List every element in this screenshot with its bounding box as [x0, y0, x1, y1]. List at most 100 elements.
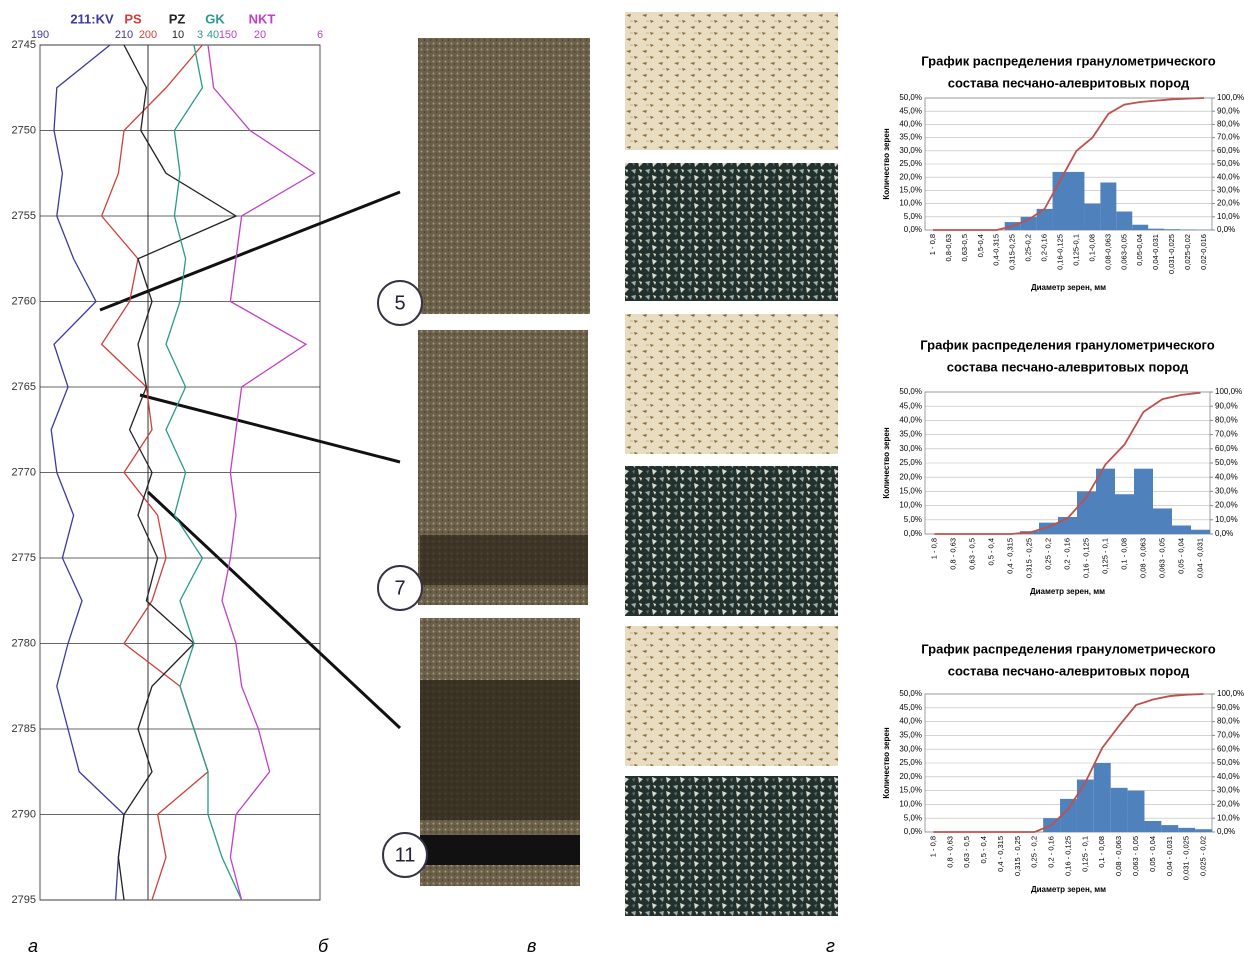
x-tick-label: 0,25-0,2 [1024, 234, 1033, 262]
y-tick-label: 2755 [12, 210, 36, 222]
x-tick-label: 0,4-0,315 [992, 234, 1001, 266]
x-tick-label: 0,025 - 0,02 [1199, 836, 1208, 876]
y-tick-label: 2795 [12, 894, 36, 906]
thin-section [625, 626, 838, 766]
y-tick-label: 0,0% [904, 529, 922, 538]
x-tick-label: 0,125 - 0,1 [1080, 836, 1089, 872]
x-tick-label: 0,031-0,025 [1167, 234, 1176, 274]
core-label: 5 [394, 292, 405, 314]
x-tick-label: 0,063 - 0,05 [1157, 538, 1166, 578]
y-tick-label: 10,0% [899, 199, 922, 208]
y-tick-label: 50,0% [899, 93, 922, 102]
bar [1094, 763, 1111, 832]
x-axis-label: Диаметр зерен, мм [1031, 283, 1106, 292]
y-tick-label: 20,0% [899, 772, 922, 781]
y-tick-label: 0,0% [904, 827, 922, 836]
y2-tick-label: 0,0% [1217, 827, 1235, 836]
x-axis-label: Диаметр зерен, мм [1030, 587, 1105, 596]
y-tick-label: 50,0% [899, 387, 922, 396]
y2-tick-label: 60,0% [1215, 444, 1238, 453]
y-tick-label: 2780 [12, 637, 36, 649]
thin-section [625, 466, 838, 616]
y-axis-label: Количество зерен [882, 427, 891, 499]
x-tick-label: 0,8 - 0,63 [948, 538, 957, 570]
thin-section [625, 12, 838, 150]
x-tick-label: 0,63-0,5 [960, 234, 969, 262]
curve-scale: 6 [317, 29, 323, 41]
x-tick-label: 0,1 - 0,08 [1097, 836, 1106, 868]
bar [1191, 530, 1210, 534]
x-tick-label: 0,08-0,063 [1103, 234, 1112, 270]
x-tick-label: 0,2 - 0,16 [1062, 538, 1071, 570]
x-tick-label: 0,4 - 0,315 [996, 836, 1005, 872]
connector [148, 492, 400, 728]
y-tick-label: 25,0% [899, 758, 922, 767]
core-layer [420, 680, 580, 820]
bar [1161, 825, 1178, 832]
y2-tick-label: 100,0% [1217, 93, 1244, 102]
bar [1172, 525, 1191, 534]
thin-section [625, 776, 838, 916]
bar [1144, 821, 1161, 832]
x-tick-label: 0,04-0,031 [1151, 234, 1160, 270]
curve-scale: 150 [219, 29, 237, 41]
y-tick-label: 2775 [12, 552, 36, 564]
thin-section [625, 314, 838, 454]
y-tick-label: 2770 [12, 466, 36, 478]
y-tick-label: 2790 [12, 808, 36, 820]
curve-name: GK [205, 11, 225, 26]
bar [1069, 172, 1085, 230]
y2-tick-label: 70,0% [1217, 731, 1240, 740]
y-tick-label: 20,0% [899, 472, 922, 481]
x-tick-label: 0,08 - 0,063 [1114, 836, 1123, 876]
x-tick-label: 0,315-0,25 [1008, 234, 1017, 270]
bar [1180, 229, 1196, 230]
y-tick-label: 40,0% [899, 717, 922, 726]
y2-tick-label: 60,0% [1217, 744, 1240, 753]
connector [100, 192, 400, 310]
y-tick-label: 10,0% [899, 501, 922, 510]
x-tick-label: 0,8-0,63 [944, 234, 953, 262]
bar [1128, 791, 1145, 832]
y-tick-label: 40,0% [899, 120, 922, 129]
x-tick-label: 0,4 - 0,315 [1005, 538, 1014, 574]
y2-tick-label: 90,0% [1217, 703, 1240, 712]
thin-section [625, 163, 838, 301]
curve-scale: 200 [139, 29, 157, 41]
y-tick-label: 45,0% [899, 703, 922, 712]
x-tick-label: 0,5-0,4 [976, 234, 985, 257]
y2-tick-label: 80,0% [1217, 120, 1240, 129]
y-tick-label: 35,0% [899, 731, 922, 740]
x-tick-label: 0,315 - 0,25 [1024, 538, 1033, 578]
panel-label: в [527, 936, 536, 956]
x-tick-label: 0,5 - 0,4 [986, 538, 995, 566]
figure: 5 7 11 а б в г 2745275027552760276527702… [0, 0, 1244, 963]
x-tick-label: 0,02-0,016 [1199, 234, 1208, 270]
x-tick-label: 0,025-0,02 [1183, 234, 1192, 270]
y-tick-label: 15,0% [899, 786, 922, 795]
y2-tick-label: 80,0% [1217, 717, 1240, 726]
y-tick-label: 5,0% [904, 212, 922, 221]
y-axis-label: Количество зерен [882, 128, 891, 200]
x-tick-label: 0,125 - 0,1 [1100, 538, 1109, 574]
x-tick-label: 0,1-0,08 [1087, 234, 1096, 262]
bar [1115, 494, 1134, 534]
y-tick-label: 20,0% [899, 172, 922, 181]
bar [1148, 229, 1164, 230]
x-tick-label: 0,08 - 0,063 [1138, 538, 1147, 578]
y2-tick-label: 40,0% [1217, 172, 1240, 181]
y-tick-label: 0,0% [904, 225, 922, 234]
x-tick-label: 1 - 0,8 [928, 836, 937, 857]
y-tick-label: 5,0% [904, 813, 922, 822]
bar [1132, 225, 1148, 230]
y2-tick-label: 20,0% [1217, 199, 1240, 208]
y2-tick-label: 30,0% [1217, 786, 1240, 795]
bar [1195, 829, 1212, 832]
y2-tick-label: 90,0% [1217, 106, 1240, 115]
y-tick-label: 10,0% [899, 800, 922, 809]
y-tick-label: 2785 [12, 723, 36, 735]
x-tick-label: 0,63 - 0,5 [967, 538, 976, 570]
y2-tick-label: 10,0% [1217, 212, 1240, 221]
x-tick-label: 0,125-0,1 [1071, 234, 1080, 266]
bar [1178, 828, 1195, 832]
